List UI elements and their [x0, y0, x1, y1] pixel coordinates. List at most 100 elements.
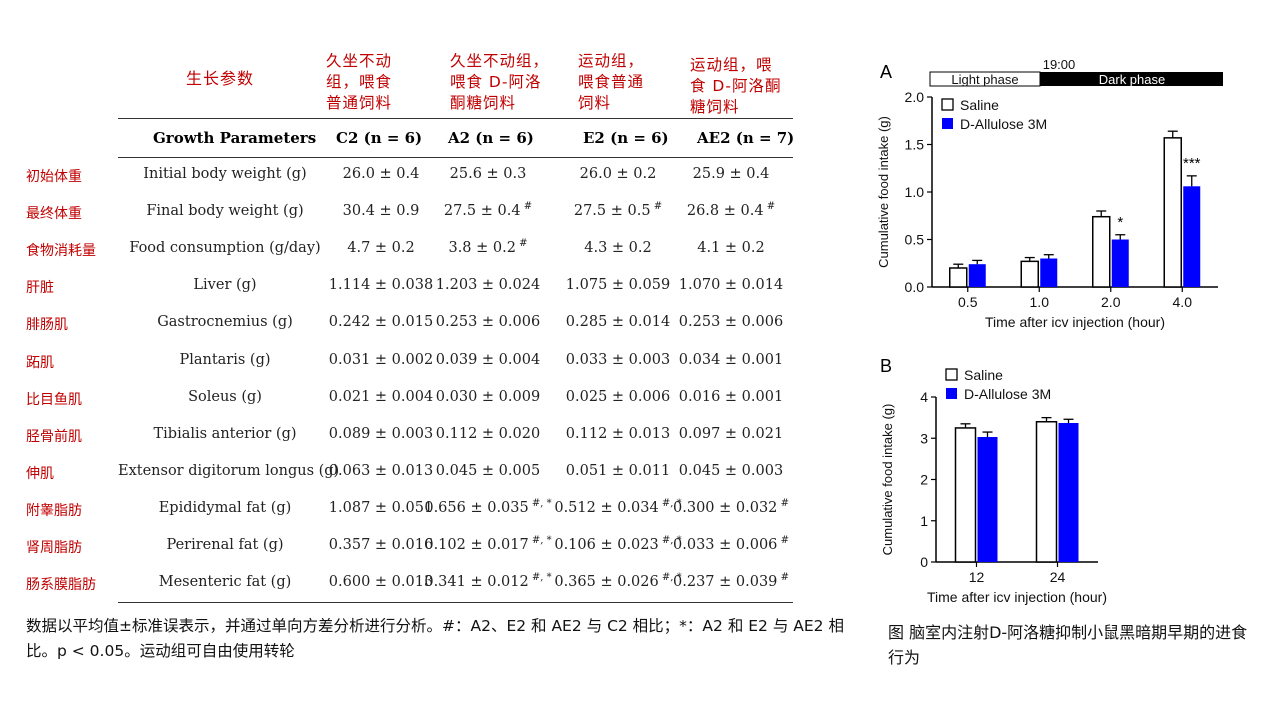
cell-c2: 0.600 ± 0.013 — [311, 574, 451, 590]
cn-header-e2-line: 运动组， — [578, 52, 645, 70]
y-axis-label: Cumulative food intake (g) — [876, 116, 891, 268]
cell-value: 0.045 ± 0.003 — [678, 462, 784, 479]
cell-a2: 0.253 ± 0.006 — [418, 314, 558, 330]
significance-mark: #, * — [658, 535, 682, 546]
cell-e2: 26.0 ± 0.2 — [548, 166, 688, 182]
cell-value: 1.087 ± 0.051 — [328, 499, 434, 516]
bar-allulose — [1183, 186, 1201, 287]
cell-c2: 0.357 ± 0.016 — [311, 537, 451, 553]
bar-saline — [1020, 260, 1039, 288]
cell-a2: 0.030 ± 0.009 — [418, 389, 558, 405]
cell-value: 0.237 ± 0.039 — [673, 574, 778, 591]
bar-saline — [1035, 421, 1058, 563]
cn-header-e2: 运动组， 喂食普通 饲料 — [578, 51, 644, 114]
cell-a2: 0.112 ± 0.020 — [418, 426, 558, 442]
row-param-label: Soleus (g) — [188, 388, 262, 405]
cell-e2: 0.033 ± 0.003 — [548, 352, 688, 368]
y-tick-label: 2 — [920, 472, 928, 488]
cell-value: 0.089 ± 0.003 — [328, 425, 434, 442]
cell-value: 0.016 ± 0.001 — [678, 388, 784, 405]
cn-header-e2-line: 饲料 — [578, 94, 612, 112]
bar-allulose — [1040, 258, 1058, 287]
y-tick-label: 1 — [920, 513, 928, 529]
cell-value: 0.253 ± 0.006 — [678, 314, 784, 331]
header-a2: A2 (n = 6) — [448, 129, 534, 147]
cell-value: 0.034 ± 0.001 — [678, 351, 784, 368]
cell-value: 0.341 ± 0.012 — [424, 574, 529, 591]
cn-header-ae2: 运动组，喂 食 D-阿洛酮 糖饲料 — [690, 55, 781, 118]
cell-e2: 0.285 ± 0.014 — [548, 314, 688, 330]
row-param-label: Initial body weight (g) — [143, 166, 307, 182]
y-tick-label: 2.0 — [905, 89, 925, 105]
cell-value: 0.030 ± 0.009 — [435, 388, 541, 405]
table-header-rule — [118, 157, 793, 158]
cell-e2: 0.025 ± 0.006 — [548, 389, 688, 405]
figure-caption: 图 脑室内注射D-阿洛糖抑制小鼠黑暗期早期的进食行为 — [888, 623, 1248, 667]
cell-a2: 0.102 ± 0.017 #, * — [418, 536, 558, 554]
x-axis-label: Time after icv injection (hour) — [985, 314, 1165, 330]
y-tick-label: 4 — [920, 389, 928, 405]
cell-a2: 1.203 ± 0.024 — [418, 277, 558, 293]
cell-value: 0.112 ± 0.020 — [435, 425, 541, 442]
header-ae2: AE2 (n = 7) — [697, 129, 795, 147]
cell-e2: 0.365 ± 0.026 #, * — [548, 573, 688, 591]
cell-value: 0.051 ± 0.011 — [565, 462, 671, 479]
cell-value: 1.075 ± 0.059 — [565, 277, 671, 294]
cell-value: 0.031 ± 0.002 — [328, 351, 434, 368]
cell-c2: 1.114 ± 0.038 — [311, 277, 451, 293]
significance-mark: #, * — [528, 572, 552, 584]
legend-label: D-Allulose 3M — [960, 116, 1047, 132]
cell-a2: 0.341 ± 0.012 #, * — [418, 572, 558, 591]
row-param-label: Liver (g) — [193, 277, 257, 294]
cell-e2: 4.3 ± 0.2 — [548, 240, 688, 256]
cell-a2: 3.8 ± 0.2 # — [418, 238, 558, 257]
row-cn-label: 跖肌 — [26, 354, 54, 371]
bar-saline — [949, 267, 968, 288]
cell-ae2: 0.033 ± 0.006 # — [661, 536, 801, 554]
cell-value: 25.6 ± 0.3 — [449, 166, 527, 182]
bar-allulose — [1111, 239, 1129, 287]
panel-label: B — [880, 356, 892, 376]
cn-header-ae2-line: 运动组，喂 — [690, 56, 773, 74]
header-e2: E2 (n = 6) — [583, 129, 669, 147]
legend-swatch-saline — [945, 368, 958, 381]
cell-value: 0.025 ± 0.006 — [565, 388, 671, 405]
cell-ae2: 0.253 ± 0.006 — [661, 314, 801, 330]
row-param-label: Gastrocnemius (g) — [157, 314, 293, 331]
legend-swatch-saline — [941, 98, 954, 111]
cell-e2: 0.512 ± 0.034 #, * — [548, 497, 688, 516]
significance-mark: #, * — [528, 497, 552, 509]
cell-ae2: 4.1 ± 0.2 — [661, 240, 801, 256]
row-cn-label: 食物消耗量 — [26, 243, 96, 260]
bar-allulose — [977, 437, 998, 562]
cell-ae2: 0.034 ± 0.001 — [661, 352, 801, 368]
significance-star: *** — [1183, 155, 1201, 172]
cell-value: 4.3 ± 0.2 — [584, 240, 652, 257]
cell-c2: 0.063 ± 0.013 — [311, 463, 451, 479]
cell-value: 0.102 ± 0.017 — [424, 537, 529, 553]
row-cn-label: 伸肌 — [26, 465, 54, 482]
cell-value: 25.9 ± 0.4 — [692, 166, 770, 182]
cell-value: 30.4 ± 0.9 — [342, 203, 420, 220]
cn-header-ae2-line: 食 D-阿洛酮 — [690, 77, 782, 95]
cell-value: 0.106 ± 0.023 — [554, 537, 659, 553]
light-phase-label: Light phase — [951, 72, 1018, 87]
cell-value: 27.5 ± 0.4 — [443, 203, 521, 220]
cn-header-a2: 久坐不动组， 喂食 D-阿洛 酮糖饲料 — [450, 51, 549, 114]
row-param-label: Final body weight (g) — [146, 203, 304, 220]
cell-c2: 0.021 ± 0.004 — [311, 389, 451, 405]
significance-mark: # — [515, 238, 528, 250]
table-top-rule — [118, 118, 793, 119]
bar-allulose — [968, 264, 986, 287]
y-tick-label: 0.5 — [905, 232, 925, 248]
row-param-label: Epididymal fat (g) — [158, 499, 292, 516]
significance-mark: #, * — [658, 497, 682, 509]
header-growth-parameters: Growth Parameters — [153, 129, 317, 147]
row-param-label: Mesenteric fat (g) — [158, 574, 292, 591]
cell-value: 26.0 ± 0.2 — [579, 166, 657, 182]
cell-value: 0.365 ± 0.026 — [554, 574, 659, 591]
cell-value: 0.021 ± 0.004 — [328, 388, 434, 405]
bar-saline — [954, 427, 977, 563]
chart-a: 19:00 Light phase Dark phase A 0.0 0.5 1.0 1.5 2… — [876, 57, 1223, 330]
